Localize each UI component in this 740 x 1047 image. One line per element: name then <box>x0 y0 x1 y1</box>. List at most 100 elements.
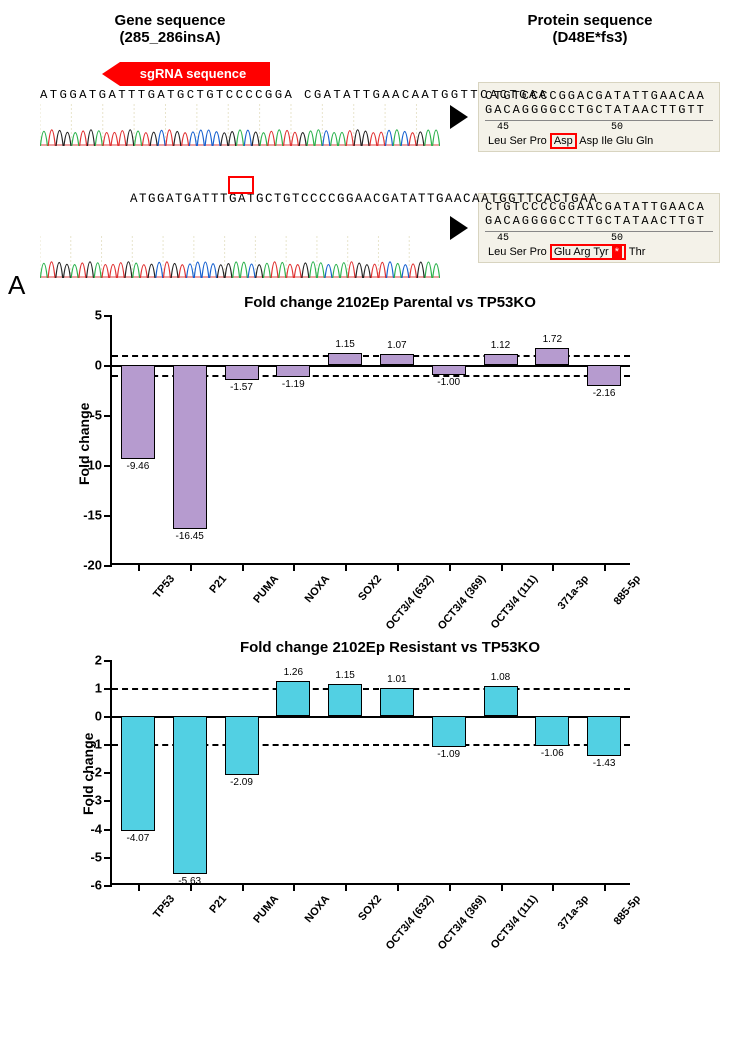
gene-seq-title: Gene sequence (285_286insA) <box>40 12 300 46</box>
bar-value-label: -1.09 <box>424 749 474 760</box>
chart-b-title: Fold change 2102Ep Parental vs TP53KO <box>70 294 710 311</box>
mut-dna-block: ATGGATGATTTGATGCTGTCCCCGGAACGATATTGAACAA… <box>40 178 440 278</box>
mut-row: ATGGATGATTTGATGCTGTCCCCGGAACGATATTGAACAA… <box>40 178 720 278</box>
x-tick-label: 371a-3p <box>537 573 591 634</box>
bar <box>276 681 310 716</box>
x-tick-label: PUMA <box>227 573 281 634</box>
bar-value-label: 1.72 <box>527 334 577 345</box>
wt-dna-text: ATGGATGATTTGATGCTGTCCCCGGA CGATATTGAACAA… <box>40 88 440 102</box>
bar-value-label: -1.43 <box>579 758 629 769</box>
arrow-icon <box>450 216 468 240</box>
wt-dna-block: ATGGATGATTTGATGCTGTCCCCGGA CGATATTGAACAA… <box>40 88 440 146</box>
x-tick-label: NOXA <box>278 893 332 954</box>
panel-a-headings: Gene sequence (285_286insA) Protein sequ… <box>40 12 720 46</box>
y-tick-label: -4 <box>90 821 102 836</box>
bar <box>432 365 466 375</box>
bar-value-label: 1.08 <box>476 672 526 683</box>
bar-value-label: -1.19 <box>268 379 318 390</box>
x-tick-label: TP53 <box>123 893 177 954</box>
x-tick-label: OCT3/4 (369) <box>434 893 488 954</box>
protein-seq-title: Protein sequence (D48E*fs3) <box>460 12 720 46</box>
bar-value-label: 1.01 <box>372 674 422 685</box>
y-tick-label: -5 <box>90 849 102 864</box>
x-tick-label: 885-5p <box>589 893 643 954</box>
y-tick-label: -3 <box>90 793 102 808</box>
bar <box>484 686 518 716</box>
y-tick-label: -2 <box>90 765 102 780</box>
bar <box>432 716 466 747</box>
y-tick-label: 1 <box>95 680 102 695</box>
y-tick-label: 5 <box>95 307 102 322</box>
bar <box>225 365 259 381</box>
sgrna-arrow: sgRNA sequence <box>120 62 270 86</box>
mut-ins-highlight <box>228 176 254 194</box>
bar-value-label: -2.09 <box>217 777 267 788</box>
chart-b-plot: Fold change -20-15-10-505-9.46-16.45-1.5… <box>110 315 630 565</box>
bar-value-label: -2.16 <box>579 388 629 399</box>
panel-c: C Fold change 2102Ep Resistant vs TP53KO… <box>0 635 740 955</box>
wt-chromatogram <box>40 104 440 146</box>
y-tick-label: -15 <box>83 507 102 522</box>
x-tick-label: NOXA <box>278 573 332 634</box>
mut-aa: Leu Ser Pro Glu Arg Tyr * Thr <box>485 244 713 260</box>
bar <box>380 354 414 365</box>
x-tick-label: SOX2 <box>330 573 384 634</box>
bar-value-label: 1.15 <box>320 339 370 350</box>
chart-c-plot: Fold change -6-5-4-3-2-1012-4.07-5.63-2.… <box>110 660 630 885</box>
x-tick-label: TP53 <box>123 573 177 634</box>
bar <box>328 684 362 716</box>
y-tick-label: 0 <box>95 357 102 372</box>
x-tick-label: SOX2 <box>330 893 384 954</box>
y-tick-label: 0 <box>95 709 102 724</box>
bar <box>535 348 569 365</box>
bar <box>328 353 362 365</box>
x-tick-label: P21 <box>175 573 229 634</box>
figure: A Gene sequence (285_286insA) Protein se… <box>0 0 740 955</box>
bar <box>587 716 621 756</box>
bar <box>121 365 155 460</box>
y-tick-label: -5 <box>90 407 102 422</box>
bar-value-label: -4.07 <box>113 833 163 844</box>
bar-value-label: -1.00 <box>424 377 474 388</box>
bar <box>121 716 155 830</box>
mut-chromatogram <box>40 236 440 278</box>
x-tick-label: OCT3/4 (632) <box>382 573 436 634</box>
wt-aa: Leu Ser Pro Asp Asp Ile Glu Gln <box>485 133 713 149</box>
wt-row: ATGGATGATTTGATGCTGTCCCCGGA CGATATTGAACAA… <box>40 82 720 152</box>
bar <box>380 688 414 716</box>
arrow-icon <box>450 105 468 129</box>
chart-b-xlabels: TP53P21PUMANOXASOX2OCT3/4 (632)OCT3/4 (3… <box>110 565 630 635</box>
bar <box>276 365 310 377</box>
y-tick-label: -1 <box>90 737 102 752</box>
panel-b: B Fold change 2102Ep Parental vs TP53KO … <box>0 286 740 635</box>
y-tick-label: -10 <box>83 457 102 472</box>
y-tick-label: 2 <box>95 652 102 667</box>
x-tick-label: OCT3/4 (111) <box>486 573 540 634</box>
x-tick-label: PUMA <box>227 893 281 954</box>
chart-c-xlabels: TP53P21PUMANOXASOX2OCT3/4 (632)OCT3/4 (3… <box>110 885 630 955</box>
x-tick-label: OCT3/4 (111) <box>486 893 540 954</box>
bar <box>173 365 207 530</box>
bar-value-label: -1.57 <box>217 382 267 393</box>
x-tick-label: P21 <box>175 893 229 954</box>
chart-c-title: Fold change 2102Ep Resistant vs TP53KO <box>70 639 710 656</box>
x-tick-label: 885-5p <box>589 573 643 634</box>
bar <box>587 365 621 387</box>
x-tick-label: OCT3/4 (632) <box>382 893 436 954</box>
bar-value-label: 1.26 <box>268 667 318 678</box>
x-tick-label: OCT3/4 (369) <box>434 573 488 634</box>
bar <box>173 716 207 874</box>
bar-value-label: -16.45 <box>165 531 215 542</box>
bar-value-label: 1.07 <box>372 340 422 351</box>
bar <box>484 354 518 365</box>
bar <box>535 716 569 746</box>
y-tick-label: -6 <box>90 877 102 892</box>
bar-value-label: 1.12 <box>476 340 526 351</box>
mut-aa-highlight: Glu Arg Tyr * <box>550 244 626 260</box>
wt-aa-highlight: Asp <box>550 133 577 149</box>
x-tick-label: 371a-3p <box>537 893 591 954</box>
bar-value-label: -1.06 <box>527 748 577 759</box>
mut-dna-text: ATGGATGATTTGATGCTGTCCCCGGAACGATATTGAACAA… <box>40 178 440 234</box>
bar <box>225 716 259 775</box>
bar-value-label: -9.46 <box>113 461 163 472</box>
